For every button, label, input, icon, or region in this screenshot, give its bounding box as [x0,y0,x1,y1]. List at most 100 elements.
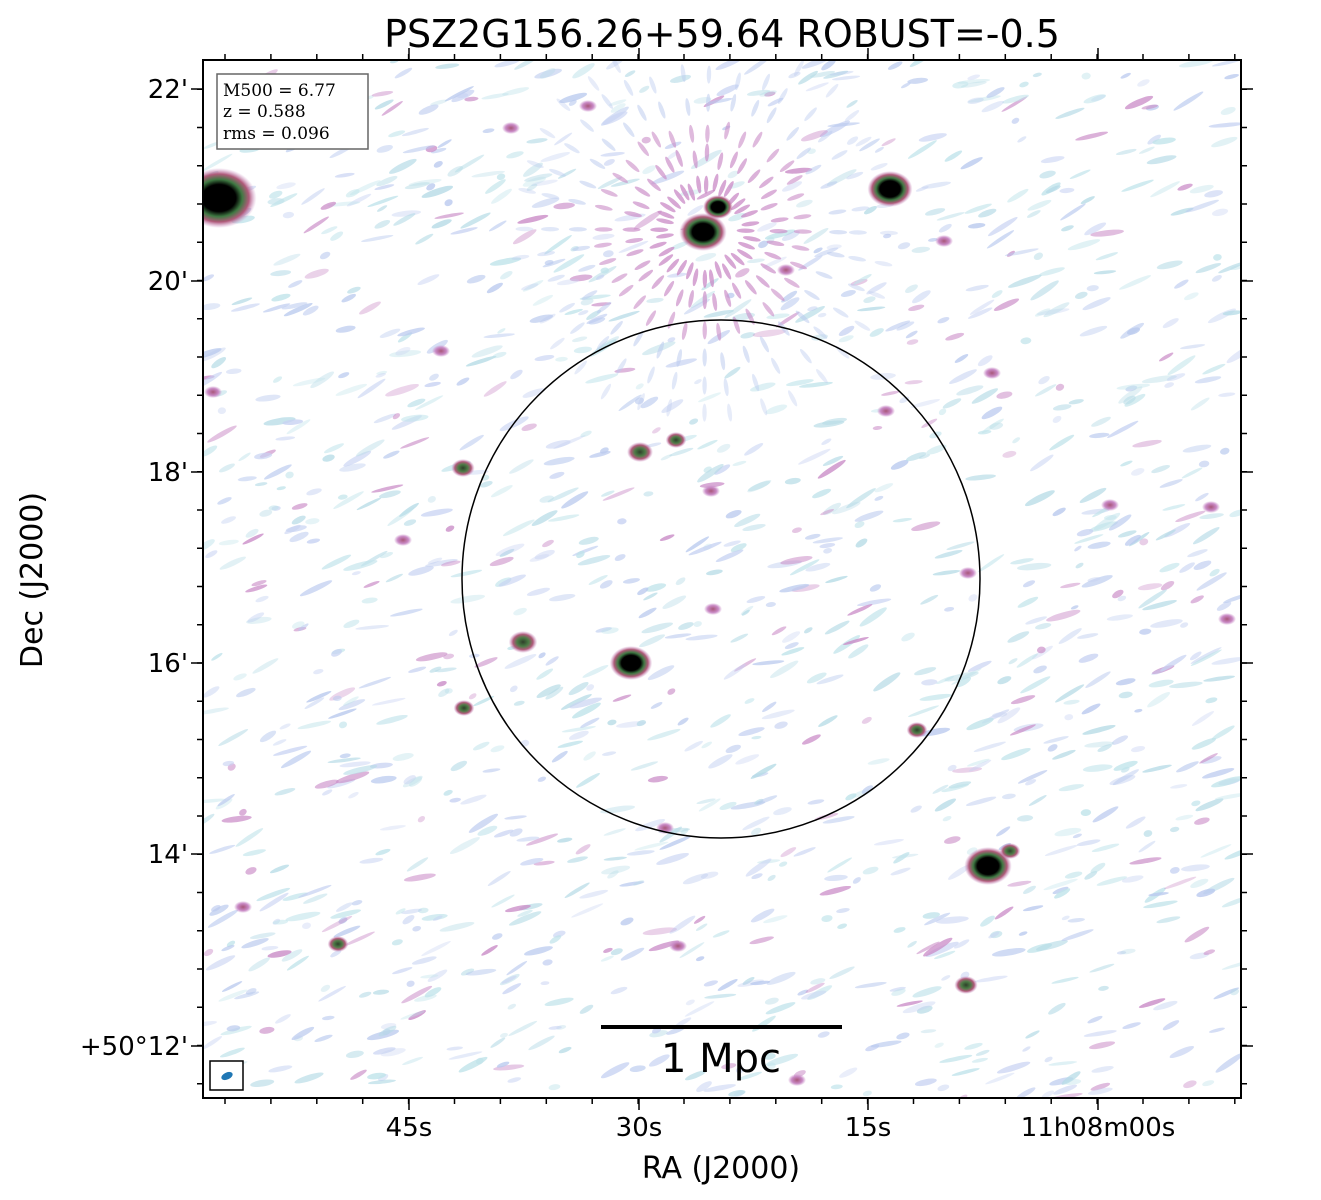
noise-streak [264,464,292,480]
noise-streak [1216,601,1232,611]
noise-streak [641,136,651,144]
noise-streak [1121,179,1154,192]
noise-streak [1036,646,1046,654]
noise-streak [700,871,719,879]
noise-streak [730,633,749,643]
noise-streak [1185,199,1220,213]
noise-streak [526,183,538,191]
noise-streak [1112,769,1140,786]
noise-streak [635,383,644,390]
noise-streak [358,991,372,998]
noise-streak [481,945,498,956]
noise-streak [435,63,460,69]
spoke-streak [788,390,798,407]
noise-streak [763,1053,776,1060]
scale-bar: 1 Mpc [601,1025,842,1082]
noise-streak [1087,577,1101,582]
noise-streak [534,549,555,560]
compact-source [627,442,653,462]
noise-streak [1064,714,1074,721]
noise-streak [937,1084,950,1092]
noise-streak [872,425,883,430]
noise-streak [767,874,776,882]
noise-streak [1058,784,1085,792]
noise-streak [1082,725,1116,735]
noise-streak [1106,614,1133,621]
noise-streak [474,657,498,668]
noise-streak [1224,74,1239,80]
noise-streak [1083,94,1107,104]
noise-streak [610,178,640,187]
noise-streak [504,654,537,669]
noise-streak [964,203,992,214]
noise-streak [1146,155,1177,165]
noise-streak [684,1001,715,1017]
noise-streak [843,636,869,645]
noise-streak [468,693,477,700]
noise-streak [333,925,361,938]
spoke-streak [759,336,770,353]
spoke-streak [667,196,682,209]
noise-streak [377,205,388,212]
noise-streak [516,836,540,842]
noise-streak [805,982,825,993]
noise-streak [1191,800,1201,807]
noise-streak [524,946,553,956]
noise-streak [1016,1087,1036,1098]
noise-streak [703,980,718,987]
noise-streak [781,290,798,303]
noise-streak [1035,623,1052,630]
noise-streak [922,912,940,919]
spoke-streak [676,349,683,367]
noise-streak [218,989,248,1002]
spoke-streak [668,130,677,148]
noise-streak [534,68,562,79]
noise-streak [421,185,454,198]
spoke-streak [804,107,817,122]
noise-streak [716,443,731,453]
noise-streak [806,672,827,684]
noise-streak [856,598,892,607]
spoke-streak [556,98,571,111]
noise-streak [421,913,448,921]
noise-streak [356,497,382,511]
noise-streak [965,796,997,806]
noise-streak [1054,888,1071,899]
compact-source [453,700,475,716]
noise-streak [1007,631,1030,643]
noise-streak [600,152,625,157]
noise-streak [341,293,356,303]
noise-streak [1160,580,1175,591]
noise-streak [956,676,972,688]
noise-streak [766,971,796,985]
noise-streak [993,298,1020,311]
noise-streak [1109,775,1136,786]
noise-streak [531,510,558,527]
x-tick-labels: 45s 30s 15s 11h08m00s [386,1113,1176,1143]
noise-streak [965,474,997,481]
noise-streak [766,313,790,319]
noise-streak [651,170,685,185]
noise-streak [1181,864,1210,872]
noise-streak [284,524,301,535]
noise-streak [1034,308,1051,317]
noise-streak [986,87,1005,98]
noise-streak [862,1090,872,1097]
noise-streak [1218,392,1236,397]
noise-streak [558,1046,572,1054]
noise-streak [874,483,894,493]
noise-streak [601,490,615,497]
faint-source [877,405,895,417]
noise-streak [1011,117,1020,124]
noise-streak [725,509,742,519]
spoke-streak [521,283,539,291]
noise-streak [1113,760,1138,771]
noise-streak [803,227,829,244]
noise-streak [1067,239,1101,251]
spoke-streak [511,254,530,260]
noise-streak [967,307,993,319]
noise-streak [1049,434,1075,451]
noise-streak [444,199,453,207]
spoke-streak [663,280,675,297]
noise-streak [1130,746,1146,753]
